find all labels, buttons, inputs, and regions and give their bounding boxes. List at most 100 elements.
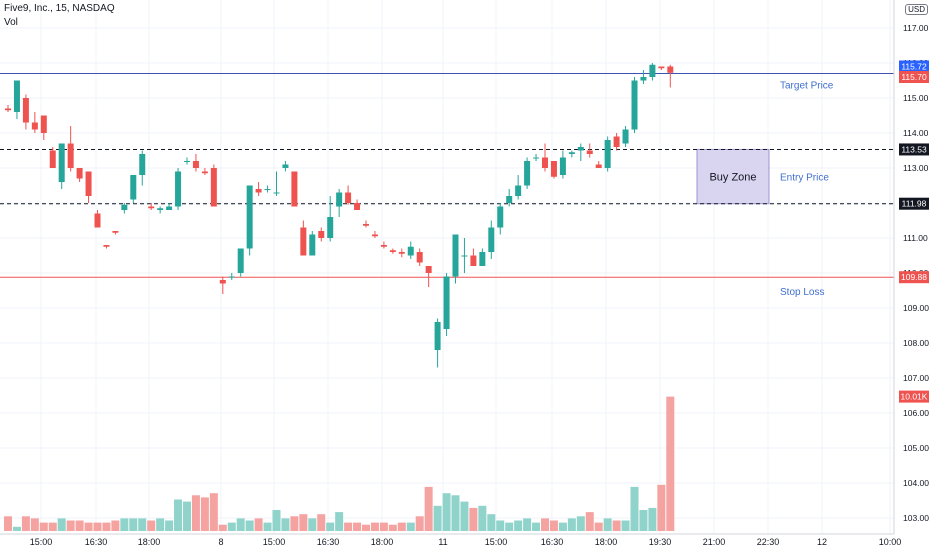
candle-body — [166, 206, 173, 210]
candle-body — [175, 171, 182, 207]
last-price-badge-bg — [899, 60, 929, 73]
volume-bar — [460, 501, 469, 531]
volume-bar — [442, 493, 451, 531]
candle-body — [40, 115, 47, 133]
volume-bar — [254, 518, 263, 531]
candle-body — [22, 98, 29, 123]
x-tick-label: 16:30 — [85, 537, 108, 547]
volume-bar — [102, 522, 111, 531]
volume-bar — [245, 520, 254, 531]
volume-bar — [657, 484, 666, 531]
x-tick-label: 22:30 — [757, 537, 780, 547]
zone-bottom-badge-bg — [899, 197, 929, 210]
volume-bar — [218, 524, 227, 531]
candle-body — [586, 150, 593, 154]
candle-body — [184, 161, 190, 162]
candle-body — [371, 234, 378, 237]
x-tick-label: 21:00 — [703, 537, 726, 547]
candle-body — [336, 192, 343, 207]
volume-bar — [406, 522, 415, 531]
candle-body — [533, 157, 540, 159]
candle-body — [13, 80, 20, 112]
volume-bar — [344, 522, 353, 531]
volume-bar — [630, 486, 639, 531]
candle-body — [354, 203, 361, 210]
candle-body — [524, 161, 531, 186]
candle-body — [640, 77, 647, 81]
volume-bar — [532, 522, 541, 531]
volume-bar — [263, 522, 272, 531]
y-tick-label: 104.00 — [903, 478, 929, 488]
candle-body — [604, 140, 611, 168]
volume-indicator-label[interactable]: Vol — [4, 17, 18, 28]
stop-loss-annotation: Stop Loss — [780, 287, 824, 298]
candle-body — [94, 213, 101, 228]
target-price-badge: 115.70 — [901, 72, 927, 82]
candle-body — [139, 154, 146, 175]
volume-bar — [138, 518, 147, 531]
volume-bar — [308, 518, 317, 531]
candle-body — [631, 80, 638, 130]
stop-loss-badge-bg — [899, 271, 929, 284]
volume-bar — [120, 518, 129, 531]
chart-title: Five9, Inc., 15, NASDAQ — [4, 3, 115, 14]
candle-body — [103, 245, 110, 247]
candle-body — [282, 164, 289, 168]
target-price-annotation: Target Price — [780, 81, 834, 92]
x-tick-label: 18:00 — [371, 537, 394, 547]
volume-bar — [93, 522, 102, 531]
volume-bar — [397, 522, 406, 531]
y-tick-label: 103.00 — [903, 513, 929, 523]
candle-body — [461, 255, 468, 257]
candle-body — [380, 245, 387, 247]
volume-badge: 10.01K — [901, 392, 928, 402]
volume-bar — [75, 520, 84, 531]
candle-body — [255, 189, 262, 193]
volume-bar — [200, 497, 209, 531]
volume-bar — [30, 518, 39, 531]
volume-bar — [433, 505, 442, 531]
y-tick-label: 117.00 — [903, 23, 929, 33]
candle-body — [219, 280, 226, 284]
candle-body — [112, 231, 119, 233]
volume-bar — [191, 495, 200, 531]
volume-bar — [576, 516, 585, 531]
x-tick-label: 11 — [438, 537, 447, 547]
candle-body — [345, 192, 352, 203]
target-price-badge-bg — [899, 71, 929, 83]
candle-body — [228, 276, 235, 278]
candle-body — [210, 168, 217, 207]
candle-body — [318, 231, 325, 238]
x-tick-label: 12 — [817, 537, 827, 547]
candle-body — [85, 171, 92, 196]
candle-body — [389, 250, 396, 252]
zone-bottom-badge: 111.98 — [902, 199, 927, 209]
x-tick-label: 15:00 — [30, 537, 53, 547]
entry-price-badge-bg — [899, 143, 929, 156]
entry-price-badge: 113.53 — [901, 144, 927, 154]
volume-bar — [227, 522, 236, 531]
volume-bar — [478, 505, 487, 531]
candle-body — [452, 234, 459, 277]
volume-bar — [639, 510, 648, 531]
volume-bar — [424, 486, 433, 531]
y-tick-label: 105.00 — [903, 443, 929, 453]
volume-bar — [505, 522, 514, 531]
candle-body — [506, 196, 513, 203]
candle-body — [416, 252, 423, 263]
volume-bar — [567, 518, 576, 531]
volume-bar — [353, 522, 362, 531]
volume-bar — [39, 522, 48, 531]
volume-bar — [415, 516, 424, 531]
volume-bar — [594, 522, 603, 531]
candle-body — [148, 206, 155, 209]
candle-body — [398, 252, 405, 254]
x-tick-label: 16:30 — [317, 537, 340, 547]
currency-badge[interactable]: USD — [905, 4, 928, 15]
y-tick-label: 113.00 — [903, 163, 929, 173]
candle-body — [237, 248, 244, 273]
candle-body — [622, 129, 629, 144]
x-tick-label: 8 — [218, 537, 223, 547]
candle-body — [497, 206, 504, 228]
